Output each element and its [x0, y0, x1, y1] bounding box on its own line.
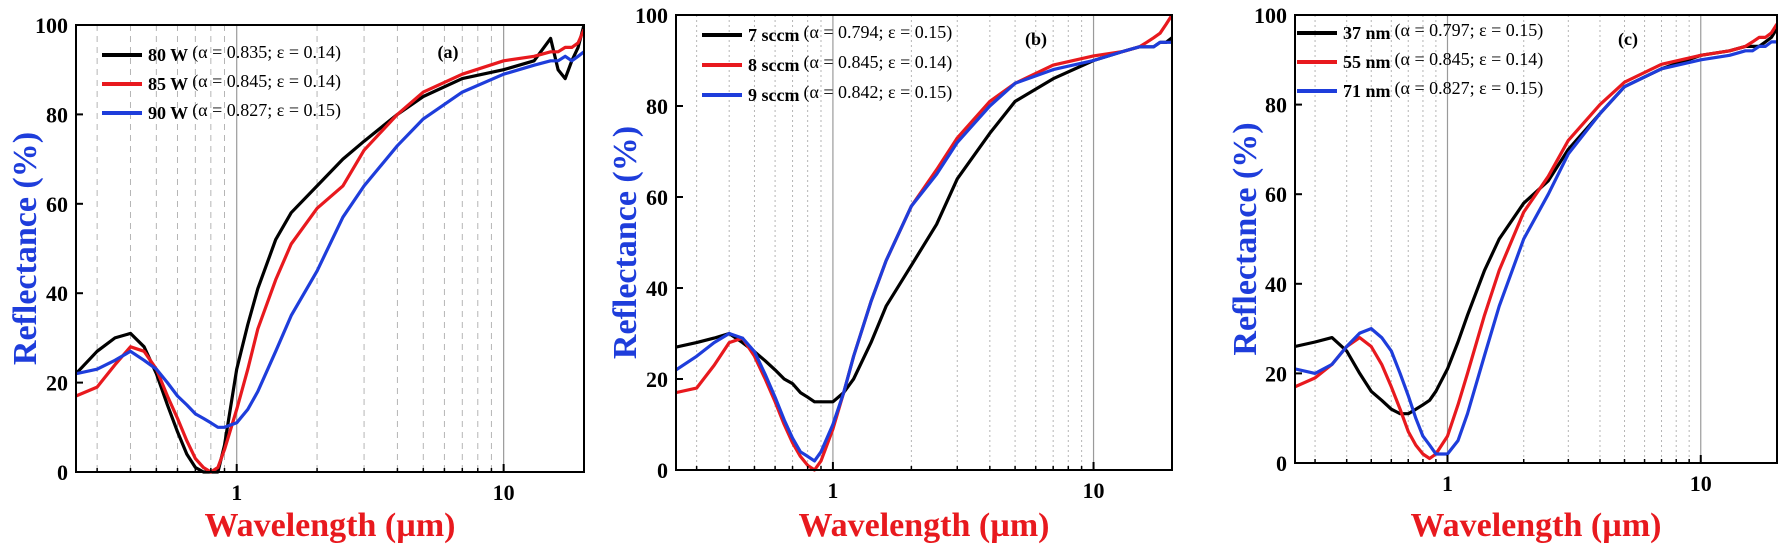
y-tick-label: 40 — [46, 281, 68, 306]
x-tick-label: 1 — [231, 480, 242, 505]
chart-panel-1: 0 20 40 60 80 100 1 10 Wavelength (µm) Reflectanc… — [7, 13, 585, 544]
y-tick-label: 40 — [646, 276, 668, 301]
panel-label: (c) — [1618, 29, 1638, 50]
legend-label: 55 nm — [1343, 52, 1391, 72]
y-tick-label: 60 — [46, 192, 68, 217]
series-line-3 — [76, 50, 584, 429]
legend-label: 90 W — [148, 103, 188, 123]
y-axis-title: Reflectance (%) — [607, 126, 644, 359]
legend-label: 71 nm — [1343, 81, 1391, 101]
x-tick-label: 1 — [1442, 471, 1453, 496]
y-tick-label: 80 — [1265, 93, 1287, 118]
legend: 7 sccm (α = 0.794; ε = 0.15)8 sccm (α = 0.… — [702, 22, 952, 105]
legend: 80 W (α = 0.835; ε = 0.14)85 W (α = 0.845;… — [102, 42, 341, 123]
y-tick-label: 80 — [46, 102, 68, 127]
legend-params: (α = 0.845; ε = 0.14) — [1395, 49, 1544, 70]
series-line-1 — [76, 24, 584, 474]
legend-params: (α = 0.835; ε = 0.14) — [192, 42, 341, 63]
legend-params: (α = 0.797; ε = 0.15) — [1395, 20, 1544, 41]
series-line-2 — [76, 28, 584, 474]
y-tick-label: 0 — [657, 458, 668, 483]
panel-label: (a) — [438, 42, 459, 63]
chart-panel-3: 0 20 40 60 80 100 1 10 Wavelength (µm) Reflectanc… — [1227, 3, 1778, 544]
series-line-2 — [1295, 23, 1777, 461]
y-tick-label: 60 — [646, 185, 668, 210]
y-tick-label: 0 — [57, 460, 68, 485]
x-axis-title: Wavelength (µm) — [799, 507, 1050, 544]
series-line-3 — [1295, 40, 1777, 456]
y-axis-title: Reflectance (%) — [1227, 122, 1264, 355]
plot-frame — [1294, 14, 1778, 464]
x-axis-title: Wavelength (µm) — [1411, 507, 1662, 544]
chart-panel-2: 0 20 40 60 80 100 1 10 Wavelength (µm) Reflectanc… — [607, 3, 1173, 544]
x-tick-label: 10 — [1690, 471, 1712, 496]
legend-label: 85 W — [148, 74, 188, 94]
y-tick-label: 100 — [35, 13, 68, 38]
legend-params: (α = 0.827; ε = 0.15) — [192, 100, 341, 121]
legend-label: 8 sccm — [748, 55, 799, 75]
y-tick-label: 20 — [646, 367, 668, 392]
x-tick-label: 10 — [493, 480, 515, 505]
legend-params: (α = 0.845; ε = 0.14) — [192, 71, 341, 92]
y-tick-label: 40 — [1265, 272, 1287, 297]
legend-label: 7 sccm — [748, 25, 799, 45]
x-tick-label: 10 — [1083, 478, 1105, 503]
x-axis-title: Wavelength (µm) — [205, 507, 456, 544]
x-tick-label: 1 — [827, 478, 838, 503]
y-tick-label: 100 — [1254, 3, 1287, 28]
legend-label: 80 W — [148, 45, 188, 65]
legend-params: (α = 0.794; ε = 0.15) — [803, 22, 952, 43]
legend: 37 nm (α = 0.797; ε = 0.15)55 nm (α = 0.84… — [1297, 20, 1543, 101]
legend-params: (α = 0.845; ε = 0.14) — [803, 52, 952, 73]
legend-params: (α = 0.827; ε = 0.15) — [1395, 78, 1544, 99]
plot-frame — [675, 14, 1173, 471]
y-tick-label: 100 — [635, 3, 668, 28]
legend-label: 9 sccm — [748, 85, 799, 105]
y-tick-label: 0 — [1276, 451, 1287, 476]
y-tick-label: 20 — [1265, 361, 1287, 386]
y-tick-label: 60 — [1265, 182, 1287, 207]
legend-label: 37 nm — [1343, 23, 1391, 43]
series-line-3 — [676, 40, 1172, 463]
panel-label: (b) — [1025, 29, 1047, 50]
legend-params: (α = 0.842; ε = 0.15) — [803, 82, 952, 103]
plot-frame — [75, 24, 585, 473]
y-tick-label: 80 — [646, 94, 668, 119]
y-tick-label: 20 — [46, 371, 68, 396]
y-axis-title: Reflectance (%) — [7, 132, 44, 365]
